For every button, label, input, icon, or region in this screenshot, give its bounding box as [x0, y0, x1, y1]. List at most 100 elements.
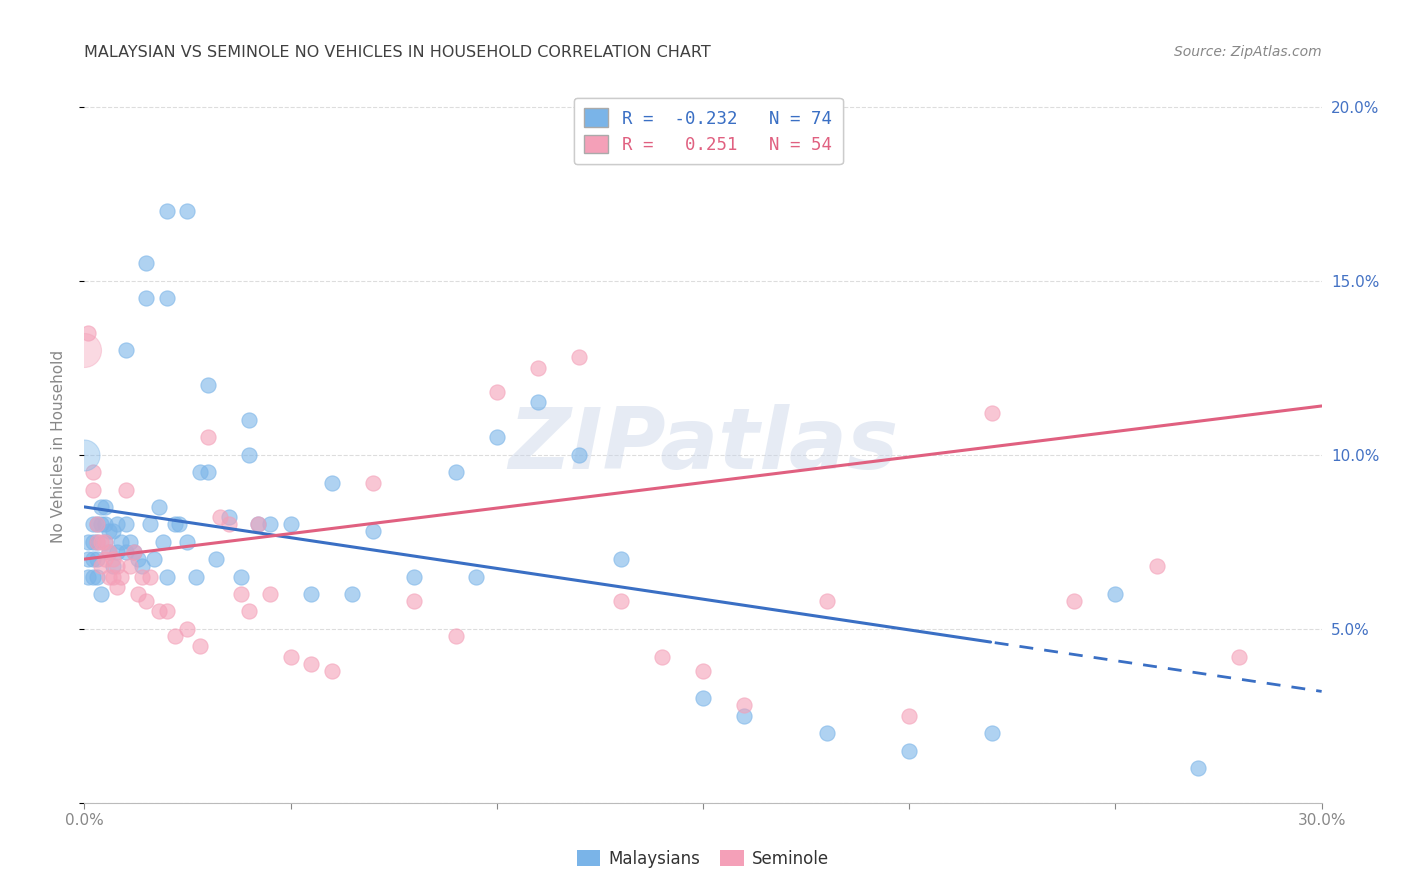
Point — [176, 622, 198, 636]
Point — [980, 726, 1002, 740]
Point — [82, 517, 104, 532]
Point — [77, 569, 100, 583]
Point — [188, 639, 211, 653]
Point — [229, 587, 252, 601]
Point — [1104, 587, 1126, 601]
Point — [86, 517, 108, 532]
Point — [527, 360, 550, 375]
Point — [246, 517, 269, 532]
Point — [1146, 559, 1168, 574]
Point — [143, 552, 166, 566]
Point — [444, 629, 467, 643]
Point — [94, 552, 117, 566]
Point — [90, 534, 112, 549]
Point — [114, 483, 136, 497]
Point — [815, 594, 838, 608]
Point — [82, 483, 104, 497]
Point — [139, 517, 162, 532]
Point — [77, 534, 100, 549]
Point — [94, 534, 117, 549]
Point — [176, 204, 198, 219]
Point — [156, 569, 179, 583]
Point — [90, 559, 112, 574]
Text: Source: ZipAtlas.com: Source: ZipAtlas.com — [1174, 45, 1322, 59]
Point — [238, 413, 260, 427]
Point — [103, 552, 125, 566]
Point — [218, 517, 240, 532]
Point — [114, 517, 136, 532]
Point — [148, 500, 170, 514]
Point — [568, 448, 591, 462]
Point — [82, 465, 104, 479]
Point — [73, 343, 96, 358]
Point — [218, 510, 240, 524]
Point — [152, 534, 174, 549]
Point — [94, 517, 117, 532]
Point — [148, 604, 170, 618]
Point — [280, 649, 302, 664]
Point — [485, 385, 508, 400]
Point — [98, 545, 121, 559]
Point — [184, 569, 207, 583]
Point — [86, 569, 108, 583]
Point — [86, 517, 108, 532]
Point — [127, 552, 149, 566]
Point — [94, 500, 117, 514]
Point — [361, 475, 384, 490]
Point — [110, 534, 132, 549]
Point — [156, 604, 179, 618]
Point — [82, 569, 104, 583]
Point — [568, 350, 591, 364]
Point — [135, 256, 157, 270]
Point — [127, 587, 149, 601]
Point — [105, 545, 128, 559]
Point — [103, 524, 125, 539]
Point — [299, 587, 322, 601]
Point — [98, 545, 121, 559]
Point — [404, 594, 426, 608]
Point — [238, 448, 260, 462]
Point — [609, 552, 631, 566]
Point — [86, 552, 108, 566]
Point — [77, 326, 100, 340]
Point — [114, 545, 136, 559]
Point — [139, 569, 162, 583]
Text: MALAYSIAN VS SEMINOLE NO VEHICLES IN HOUSEHOLD CORRELATION CHART: MALAYSIAN VS SEMINOLE NO VEHICLES IN HOU… — [84, 45, 711, 60]
Point — [1187, 761, 1209, 775]
Point — [246, 517, 269, 532]
Point — [692, 664, 714, 678]
Point — [342, 587, 364, 601]
Legend: R =  -0.232   N = 74, R =   0.251   N = 54: R = -0.232 N = 74, R = 0.251 N = 54 — [574, 98, 842, 164]
Point — [692, 691, 714, 706]
Point — [1063, 594, 1085, 608]
Point — [105, 517, 128, 532]
Point — [105, 559, 128, 574]
Point — [815, 726, 838, 740]
Point — [98, 524, 121, 539]
Point — [651, 649, 673, 664]
Point — [118, 559, 141, 574]
Point — [299, 657, 322, 671]
Point — [485, 430, 508, 444]
Point — [165, 517, 187, 532]
Point — [86, 534, 108, 549]
Point — [280, 517, 302, 532]
Point — [321, 475, 343, 490]
Point — [167, 517, 190, 532]
Point — [898, 743, 921, 757]
Point — [122, 545, 145, 559]
Point — [205, 552, 228, 566]
Text: ZIPatlas: ZIPatlas — [508, 404, 898, 488]
Point — [238, 604, 260, 618]
Point — [156, 291, 179, 305]
Point — [90, 587, 112, 601]
Point — [1227, 649, 1250, 664]
Legend: Malaysians, Seminole: Malaysians, Seminole — [571, 844, 835, 875]
Point — [77, 552, 100, 566]
Point — [209, 510, 232, 524]
Y-axis label: No Vehicles in Household: No Vehicles in Household — [51, 350, 66, 542]
Point — [114, 343, 136, 358]
Point — [103, 559, 125, 574]
Point — [90, 517, 112, 532]
Point — [197, 465, 219, 479]
